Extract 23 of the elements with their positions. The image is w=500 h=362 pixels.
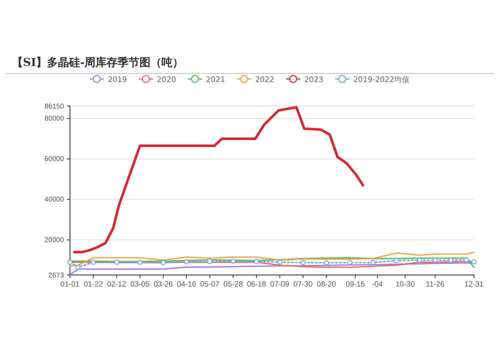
point bbox=[160, 260, 166, 266]
point bbox=[137, 260, 143, 265]
point bbox=[277, 260, 282, 265]
point bbox=[448, 258, 454, 263]
point bbox=[75, 264, 80, 270]
point bbox=[207, 258, 212, 264]
point bbox=[114, 260, 120, 265]
chart-title: 【SI】多晶硅-周库存季节图（吨） bbox=[12, 56, 184, 69]
point bbox=[184, 259, 190, 264]
point bbox=[464, 257, 469, 262]
point bbox=[417, 258, 422, 263]
point bbox=[230, 258, 236, 264]
point bbox=[432, 258, 438, 263]
line-series bbox=[73, 106, 364, 254]
point bbox=[67, 260, 73, 265]
point bbox=[254, 258, 260, 264]
point bbox=[90, 260, 96, 265]
point bbox=[347, 260, 352, 266]
point bbox=[471, 259, 477, 264]
point bbox=[324, 260, 329, 266]
point bbox=[370, 260, 376, 266]
point bbox=[394, 258, 399, 264]
point bbox=[300, 260, 306, 266]
